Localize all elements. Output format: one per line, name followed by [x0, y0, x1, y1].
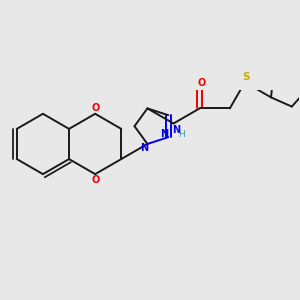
- Text: S: S: [243, 72, 250, 82]
- Text: N: N: [160, 129, 168, 139]
- Text: N: N: [140, 143, 148, 154]
- Text: N: N: [172, 124, 181, 134]
- Text: O: O: [91, 103, 99, 113]
- Text: O: O: [197, 78, 205, 88]
- Text: H: H: [178, 130, 185, 139]
- Text: O: O: [91, 175, 99, 185]
